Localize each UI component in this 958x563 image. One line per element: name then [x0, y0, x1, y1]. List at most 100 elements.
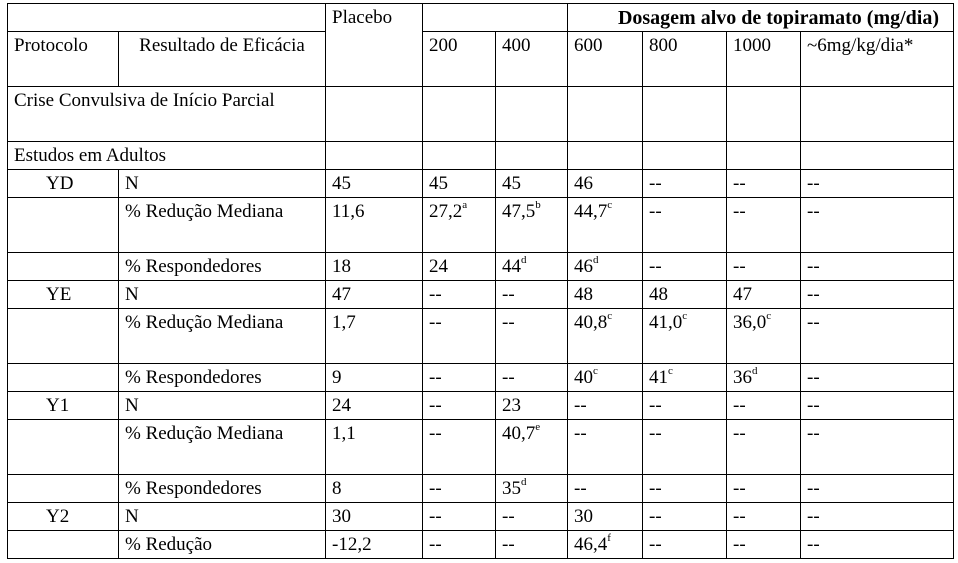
dose-value: --: [649, 201, 662, 222]
dose-value: 41: [649, 367, 668, 388]
header-dose-5: ~6mg/kg/dia*: [799, 31, 955, 87]
dose-value-cell: --: [799, 391, 955, 420]
dose-value-cell: --: [642, 419, 727, 475]
section-title: Crise Convulsiva de Início Parcial: [7, 86, 326, 142]
table-row: YE N 47 -- -- 48 48 47 --: [7, 280, 955, 309]
dose-value-cell: 48: [642, 280, 727, 309]
dose-value: --: [502, 534, 515, 555]
dose-value: --: [807, 284, 820, 305]
table-row: Y1 N 24 -- 23 -- -- -- --: [7, 391, 955, 420]
dose-value-cell: --: [642, 197, 727, 253]
empty-cell: [726, 141, 801, 170]
dose-value: --: [649, 534, 662, 555]
dose-value-cell: 27,2a: [422, 197, 496, 253]
table-row: YD N 45 45 45 46 -- -- --: [7, 169, 955, 198]
result-cell: N: [118, 280, 326, 309]
dose-value-cell: 46,4f: [567, 530, 643, 559]
protocol-cell: [7, 252, 119, 281]
dose-value-cell: 41c: [642, 363, 727, 392]
protocol-cell: YE: [7, 280, 119, 309]
dose-value: 44,7: [574, 201, 608, 222]
dose-value: --: [429, 478, 442, 499]
empty-cell: [422, 141, 496, 170]
dose-value: --: [429, 534, 442, 555]
dose-value: --: [574, 478, 587, 499]
dose-value-cell: --: [495, 363, 568, 392]
footnote-marker: c: [766, 310, 772, 322]
protocol-cell: YD: [7, 169, 119, 198]
dose-value-cell: --: [642, 530, 727, 559]
dose-value: --: [807, 173, 820, 194]
placebo-cell: 1,7: [325, 308, 423, 364]
dose-value: 40: [574, 367, 593, 388]
dose-value-cell: --: [495, 530, 568, 559]
dose-value: 45: [502, 173, 521, 194]
dose-value: 30: [574, 506, 593, 527]
footnote-marker: c: [607, 310, 613, 322]
dose-value: 44: [502, 256, 521, 277]
placebo-cell: -12,2: [325, 530, 423, 559]
empty-cell: [325, 86, 423, 142]
dose-value: --: [733, 173, 746, 194]
dose-value-cell: 47: [726, 280, 801, 309]
dose-value-cell: --: [726, 502, 801, 531]
dose-value-cell: --: [799, 169, 955, 198]
dose-value-cell: --: [422, 308, 496, 364]
result-cell: N: [118, 391, 326, 420]
dose-value: --: [649, 256, 662, 277]
dose-value-cell: --: [799, 419, 955, 475]
dose-value: 46: [574, 256, 593, 277]
dose-value-cell: --: [642, 474, 727, 503]
dose-value-cell: --: [726, 169, 801, 198]
dose-value-cell: --: [799, 252, 955, 281]
dose-value-cell: 40c: [567, 363, 643, 392]
empty-cell: [495, 141, 568, 170]
footnote-marker: f: [607, 532, 611, 544]
placebo-cell: 24: [325, 391, 423, 420]
protocol-cell: Y1: [7, 391, 119, 420]
dose-value: --: [429, 367, 442, 388]
table-row: % Respondedores 8 -- 35d -- -- -- --: [7, 474, 955, 503]
dose-value: --: [574, 423, 587, 444]
dose-value-cell: 44,7c: [567, 197, 643, 253]
dose-value-cell: --: [799, 530, 955, 559]
dose-value: 35: [502, 478, 521, 499]
protocol-cell: Y2: [7, 502, 119, 531]
dose-value: --: [502, 506, 515, 527]
dose-value-cell: 46: [567, 169, 643, 198]
footnote-marker: e: [535, 421, 541, 433]
placebo-cell: 47: [325, 280, 423, 309]
dose-value-cell: --: [422, 502, 496, 531]
result-cell: % Redução Mediana: [118, 197, 326, 253]
empty-cell: [642, 141, 727, 170]
dose-value: 27,2: [429, 201, 463, 222]
protocol-cell: [7, 419, 119, 475]
header-dose-0: 200: [422, 31, 496, 87]
dose-value: --: [733, 506, 746, 527]
dose-value-cell: --: [642, 252, 727, 281]
dose-value-cell: --: [567, 474, 643, 503]
empty-cell: [567, 86, 643, 142]
footnote-marker: d: [593, 254, 599, 266]
dose-value-cell: 35d: [495, 474, 568, 503]
dose-value-cell: --: [726, 197, 801, 253]
dose-value-cell: 30: [567, 502, 643, 531]
dose-value-cell: --: [726, 252, 801, 281]
dose-value: 45: [429, 173, 448, 194]
placebo-cell: 11,6: [325, 197, 423, 253]
dose-value-cell: 40,8c: [567, 308, 643, 364]
placebo-cell: 30: [325, 502, 423, 531]
dose-value: --: [429, 423, 442, 444]
empty-cell: [726, 86, 801, 142]
dose-value: --: [733, 478, 746, 499]
dose-value: --: [429, 284, 442, 305]
footnote-marker: c: [607, 199, 613, 211]
dose-value: 48: [649, 284, 668, 305]
dose-value-cell: --: [495, 280, 568, 309]
dose-value-cell: --: [422, 419, 496, 475]
dose-value-cell: --: [799, 197, 955, 253]
dose-value: --: [807, 506, 820, 527]
header-dose-3: 800: [642, 31, 727, 87]
dose-value-cell: --: [726, 474, 801, 503]
dose-value-cell: 24: [422, 252, 496, 281]
